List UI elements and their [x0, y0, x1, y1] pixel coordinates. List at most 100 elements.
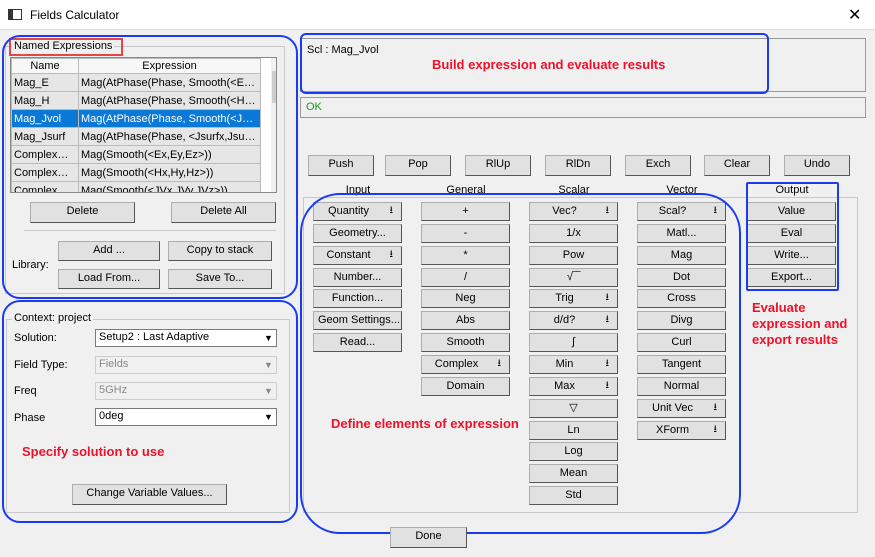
- scroll-up-icon[interactable]: ⌃: [271, 58, 276, 69]
- undo-button[interactable]: Undo: [784, 155, 850, 176]
- vector-cross-button[interactable]: Cross: [637, 289, 726, 309]
- button-label: Vec?: [552, 205, 577, 217]
- scalar-std-button[interactable]: Std: [529, 486, 618, 506]
- input-number-button[interactable]: Number...: [313, 267, 402, 287]
- scalar--button[interactable]: √‾‾: [529, 267, 618, 287]
- button-label: Geometry...: [329, 226, 386, 239]
- phase-select[interactable]: 0deg ▼: [95, 408, 277, 426]
- copy-to-stack-button[interactable]: Copy to stack: [168, 241, 272, 261]
- phase-label: Phase: [14, 412, 46, 424]
- vector-normal-button[interactable]: Normal: [637, 376, 726, 396]
- output-export-button[interactable]: Export...: [747, 267, 836, 287]
- change-variable-values-button[interactable]: Change Variable Values...: [72, 484, 227, 505]
- general-complex-button[interactable]: Complex ⭳: [421, 354, 510, 374]
- input-geom-settings-button[interactable]: Geom Settings...: [313, 311, 402, 331]
- general--button[interactable]: *: [421, 245, 510, 265]
- vector-dot-button[interactable]: Dot: [637, 267, 726, 287]
- scalar-1-x-button[interactable]: 1/x: [529, 223, 618, 243]
- vector-divg-button[interactable]: Divg: [637, 311, 726, 331]
- input-function-button[interactable]: Function...: [313, 289, 402, 309]
- scalar-d-d-button[interactable]: d/d? ⭳: [529, 311, 618, 331]
- field-type-value: Fields: [99, 358, 129, 370]
- general-domain-button[interactable]: Domain: [421, 376, 510, 396]
- window-title: Fields Calculator: [30, 8, 120, 22]
- button-label: d/d?: [553, 314, 576, 327]
- load-from-button[interactable]: Load From...: [58, 269, 160, 289]
- scroll-thumb[interactable]: [272, 71, 276, 103]
- vector-unit-vec-button[interactable]: Unit Vec ⭳: [637, 398, 726, 418]
- solution-select[interactable]: Setup2 : Last Adaptive ▼: [95, 329, 277, 347]
- table-row[interactable]: Mag_E Mag(AtPhase(Phase, Smooth(<Ex,E...: [11, 73, 261, 92]
- done-button[interactable]: Done: [390, 527, 467, 548]
- vector-mag-button[interactable]: Mag: [637, 245, 726, 265]
- input-geometry-button[interactable]: Geometry...: [313, 223, 402, 243]
- table-row[interactable]: Mag_Jsurf Mag(AtPhase(Phase, <Jsurfx,Jsur…: [11, 127, 261, 146]
- scalar-ln-button[interactable]: Ln: [529, 420, 618, 440]
- input-constant-button[interactable]: Constant ⭳: [313, 245, 402, 265]
- button-label: XForm: [656, 423, 689, 436]
- chevron-down-icon: ▼: [264, 412, 273, 422]
- close-icon[interactable]: ✕: [848, 7, 862, 24]
- dropdown-arrow-icon: ⭳: [605, 292, 610, 304]
- scalar-pow-button[interactable]: Pow: [529, 245, 618, 265]
- pop-button[interactable]: Pop: [385, 155, 451, 176]
- vector-tangent-button[interactable]: Tangent: [637, 354, 726, 374]
- button-label: Mag: [670, 248, 693, 261]
- field-type-label: Field Type:: [14, 359, 68, 371]
- button-label: Std: [565, 489, 582, 502]
- phase-value: 0deg: [99, 410, 124, 422]
- rlup-button[interactable]: RlUp: [465, 155, 531, 176]
- dropdown-arrow-icon: ⭳: [605, 314, 610, 326]
- table-row[interactable]: ComplexMa... Mag(Smooth(<Hx,Hy,Hz>)): [11, 163, 261, 182]
- button-label: Normal: [663, 379, 700, 392]
- output-write-button[interactable]: Write...: [747, 245, 836, 265]
- scalar-vec-button[interactable]: Vec? ⭳: [529, 202, 618, 221]
- general--button[interactable]: -: [421, 223, 510, 243]
- delete-button[interactable]: Delete: [30, 202, 135, 223]
- scalar--button[interactable]: ▽: [529, 398, 618, 418]
- exch-button[interactable]: Exch: [625, 155, 691, 176]
- table-row[interactable]: Mag_H Mag(AtPhase(Phase, Smooth(<Hx,H...: [11, 91, 261, 110]
- button-label: Write...: [774, 248, 809, 261]
- button-label: Mean: [559, 467, 588, 480]
- named-expressions-title: Named Expressions: [12, 40, 115, 52]
- push-button[interactable]: Push: [308, 155, 374, 176]
- column-label-output: Output: [775, 184, 809, 196]
- button-label: ∫: [571, 336, 575, 349]
- general--button[interactable]: +: [421, 202, 510, 221]
- scalar--button[interactable]: ∫: [529, 333, 618, 353]
- add-button[interactable]: Add ...: [58, 241, 160, 261]
- delete-all-button[interactable]: Delete All: [171, 202, 276, 223]
- vector-curl-button[interactable]: Curl: [637, 333, 726, 353]
- scalar-trig-button[interactable]: Trig ⭳: [529, 289, 618, 309]
- general-smooth-button[interactable]: Smooth: [421, 333, 510, 353]
- freq-value: 5GHz: [99, 384, 128, 396]
- table-row[interactable]: ComplexMa... Mag(Smooth(<JVx,JVy,JVz>)): [11, 181, 261, 192]
- scalar-mean-button[interactable]: Mean: [529, 464, 618, 484]
- save-to-button[interactable]: Save To...: [168, 269, 272, 289]
- scalar-min-button[interactable]: Min ⭳: [529, 354, 618, 374]
- general--button[interactable]: /: [421, 267, 510, 287]
- input-read-button[interactable]: Read...: [313, 333, 402, 353]
- rldn-button[interactable]: RlDn: [545, 155, 611, 176]
- solution-label: Solution:: [14, 332, 57, 344]
- name-cell: Mag_H: [11, 91, 79, 110]
- scalar-max-button[interactable]: Max ⭳: [529, 376, 618, 396]
- table-scrollbar[interactable]: ⌃ ⌄: [271, 58, 276, 192]
- output-value-button[interactable]: Value: [747, 202, 836, 221]
- named-expressions-table[interactable]: Name Expression Mag_E Mag(AtPhase(Phase, S…: [10, 57, 277, 193]
- stack-top-entry: Scl : Mag_Jvol: [307, 44, 379, 56]
- annotation-outline: [2, 35, 298, 299]
- clear-button[interactable]: Clear: [704, 155, 770, 176]
- button-label: Cross: [667, 292, 696, 305]
- button-label: Export...: [771, 270, 812, 283]
- general-abs-button[interactable]: Abs: [421, 311, 510, 331]
- field-type-select: Fields ▼: [95, 356, 277, 374]
- scroll-down-icon[interactable]: ⌄: [271, 179, 276, 190]
- output-eval-button[interactable]: Eval: [747, 223, 836, 243]
- dropdown-arrow-icon: ⭳: [713, 423, 718, 435]
- vector-xform-button[interactable]: XForm ⭳: [637, 420, 726, 440]
- general-neg-button[interactable]: Neg: [421, 289, 510, 309]
- button-label: Complex: [434, 357, 479, 370]
- scalar-log-button[interactable]: Log: [529, 442, 618, 462]
